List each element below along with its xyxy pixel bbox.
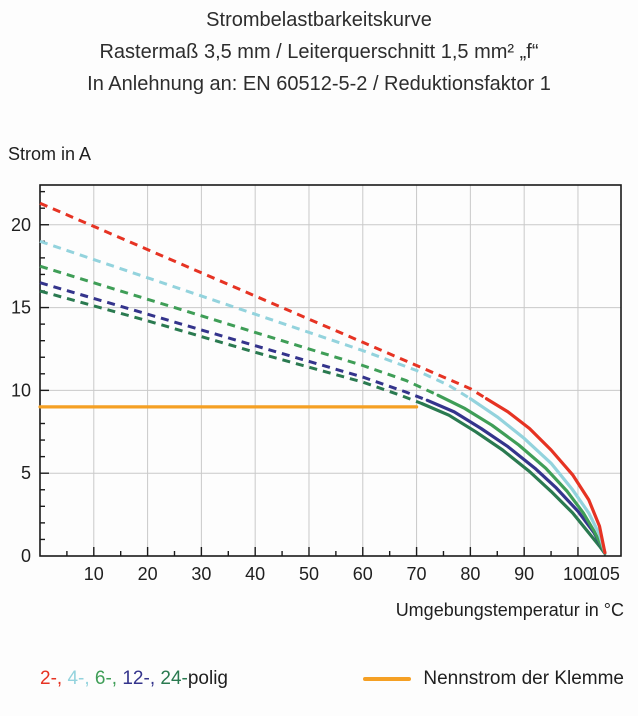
series-solid-2-polig: [484, 397, 607, 555]
series-dashed-4-polig: [39, 239, 472, 400]
x-tick-label: 105: [590, 564, 620, 584]
x-tick-label: 40: [245, 564, 265, 584]
legend-nominal-current: Nennstrom der Klemme: [363, 668, 624, 690]
y-tick-label: 10: [11, 380, 31, 400]
chart-title-line1: Strombelastbarkeitskurve: [206, 9, 432, 31]
legend-pole-suffix: polig: [187, 668, 229, 689]
x-tick-label: 100: [563, 564, 593, 584]
x-tick-label: 80: [460, 564, 480, 584]
y-tick-label: 20: [11, 215, 31, 235]
nominal-current-swatch: [363, 677, 412, 681]
legend-pole-4: 4-,: [67, 668, 95, 689]
y-tick-label: 0: [21, 546, 31, 566]
legend-pole-24: 24-: [160, 668, 188, 689]
series-dashed-6-polig: [39, 264, 439, 397]
x-tick-label: 90: [514, 564, 534, 584]
nominal-current-label: Nennstrom der Klemme: [423, 668, 624, 689]
x-tick-label: 20: [138, 564, 158, 584]
x-tick-label: 70: [407, 564, 427, 584]
legend-pole-counts: 2-, 4-, 6-, 12-, 24-polig: [40, 668, 228, 690]
legend-pole-2: 2-,: [40, 668, 68, 689]
series-dashed-12-polig: [39, 281, 428, 402]
series-solid-24-polig: [420, 402, 607, 556]
legend-pole-6: 6-,: [94, 668, 123, 689]
legend-pole-12: 12-,: [122, 668, 161, 689]
series-solid-4-polig: [468, 397, 607, 555]
x-tick-label: 10: [84, 564, 104, 584]
plot-frame: [39, 184, 622, 557]
y-tick-label: 15: [11, 298, 31, 318]
series-solid-12-polig: [425, 398, 607, 555]
x-tick-label: 60: [353, 564, 373, 584]
chart-title-line3: In Anlehnung an: EN 60512-5-2 / Reduktio…: [87, 73, 551, 95]
x-tick-label: 30: [191, 564, 211, 584]
chart-title: Strombelastbarkeitskurve Rastermaß 3,5 m…: [0, 4, 638, 100]
chart-title-line2: Rastermaß 3,5 mm / Leiterquerschnitt 1,5…: [99, 41, 539, 63]
series-solid-6-polig: [436, 393, 607, 555]
x-axis-title: Umgebungstemperatur in °C: [395, 600, 624, 620]
series-dashed-24-polig: [39, 289, 423, 406]
x-tick-label: 50: [299, 564, 319, 584]
y-axis-title: Strom in A: [8, 144, 92, 164]
y-tick-label: 5: [21, 463, 31, 483]
series-dashed-2-polig: [39, 201, 488, 400]
